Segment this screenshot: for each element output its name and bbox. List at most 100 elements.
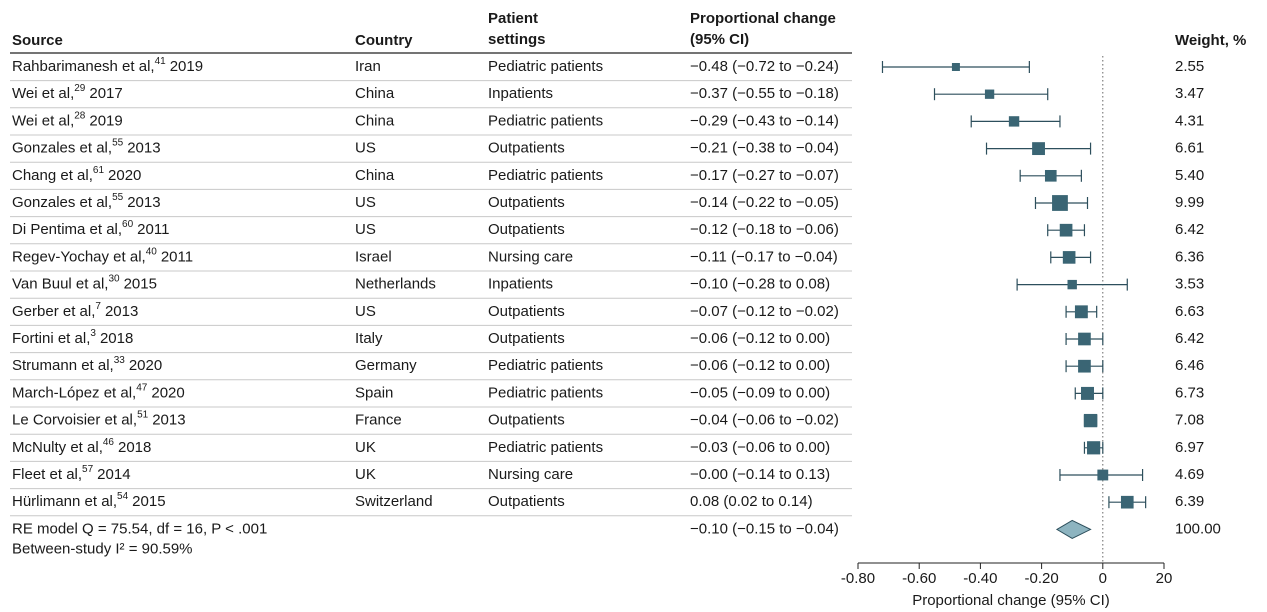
estimate-marker: [951, 63, 960, 71]
estimate-marker: [1052, 195, 1068, 211]
author: Di Pentima et al,: [12, 221, 122, 238]
weight-label: 6.46: [1175, 357, 1204, 374]
weight-label: 100.00: [1175, 520, 1221, 537]
year: 2013: [127, 194, 160, 211]
weight-label: 6.42: [1175, 221, 1204, 238]
estimate-marker: [1078, 359, 1091, 373]
source: Fleet et al,57 2014: [12, 464, 131, 483]
estimate-marker: [1087, 441, 1101, 455]
estimate-marker: [984, 89, 995, 99]
source: Chang et al,61 2020: [12, 165, 141, 184]
setting: Pediatric patients: [488, 439, 603, 456]
estimate-marker: [1078, 332, 1091, 346]
setting: Pediatric patients: [488, 384, 603, 401]
year: 2018: [100, 330, 133, 347]
reference: 7: [95, 301, 101, 312]
reference: 61: [93, 165, 105, 176]
weight-label: 3.47: [1175, 85, 1204, 102]
year: 2014: [97, 466, 130, 483]
setting: Inpatients: [488, 276, 553, 293]
country: Italy: [355, 330, 383, 347]
weight-label: 6.61: [1175, 140, 1204, 157]
source: Regev-Yochay et al,40 2011: [12, 247, 193, 266]
ci-label: −0.48 (−0.72 to −0.24): [690, 58, 839, 75]
setting: Outpatients: [488, 330, 565, 347]
author: Strumann et al,: [12, 357, 114, 374]
ci-label: −0.29 (−0.43 to −0.14): [690, 112, 839, 129]
reference: 60: [122, 219, 134, 230]
author: Gonzales et al,: [12, 140, 112, 157]
weight-label: 7.08: [1175, 412, 1204, 429]
x-tick-label: 20: [1156, 570, 1173, 587]
estimate-marker: [1067, 279, 1077, 290]
source: Rahbarimanesh et al,41 2019: [12, 56, 203, 75]
reference: 57: [82, 464, 94, 475]
x-axis-label: Proportional change (95% CI): [912, 592, 1110, 609]
year: 2015: [124, 276, 157, 293]
heterogeneity: Between-study I² = 90.59%: [12, 540, 193, 557]
country: Switzerland: [355, 493, 433, 510]
author: Chang et al,: [12, 167, 93, 184]
pooled-diamond: [1055, 519, 1092, 539]
column-header: Country: [355, 32, 413, 49]
author: Hürlimann et al,: [12, 493, 117, 510]
source: Strumann et al,33 2020: [12, 355, 162, 374]
estimate-marker: [1083, 413, 1098, 428]
country: China: [355, 167, 395, 184]
reference: 47: [136, 383, 148, 394]
author: McNulty et al,: [12, 439, 103, 456]
ci-label: −0.06 (−0.12 to 0.00): [690, 330, 830, 347]
ci-label: −0.05 (−0.09 to 0.00): [690, 384, 830, 401]
country: Netherlands: [355, 276, 436, 293]
year: 2020: [108, 167, 141, 184]
ci-label: −0.00 (−0.14 to 0.13): [690, 466, 830, 483]
author: Wei et al,: [12, 112, 74, 129]
source: Le Corvoisier et al,51 2013: [12, 410, 186, 429]
reference: 28: [74, 111, 86, 122]
estimate-marker: [1081, 386, 1094, 400]
year: 2013: [152, 412, 185, 429]
estimate-marker: [1059, 223, 1073, 237]
year: 2020: [129, 357, 162, 374]
reference: 46: [103, 437, 115, 448]
estimate-marker: [1074, 305, 1088, 319]
setting: Outpatients: [488, 493, 565, 510]
country: Spain: [355, 384, 393, 401]
column-header: Weight, %: [1175, 32, 1246, 49]
source: Van Buul et al,30 2015: [12, 274, 157, 293]
source: Di Pentima et al,60 2011: [12, 219, 169, 238]
estimate-marker: [1008, 116, 1020, 127]
source: Wei et al,28 2019: [12, 111, 123, 130]
ci-label: −0.37 (−0.55 to −0.18): [690, 85, 839, 102]
setting: Outpatients: [488, 221, 565, 238]
source: Gonzales et al,55 2013: [12, 138, 161, 157]
source: March-López et al,47 2020: [12, 383, 185, 402]
ci-label: −0.03 (−0.06 to 0.00): [690, 439, 830, 456]
estimate-marker: [1062, 251, 1076, 264]
setting: Outpatients: [488, 412, 565, 429]
country: Germany: [355, 357, 417, 374]
country: US: [355, 140, 376, 157]
ci-label: −0.10 (−0.15 to −0.04): [690, 520, 839, 537]
year: 2017: [89, 85, 122, 102]
ci-label: −0.10 (−0.28 to 0.08): [690, 276, 830, 293]
estimate-marker: [1097, 469, 1109, 481]
author: Regev-Yochay et al,: [12, 248, 146, 265]
reference: 55: [112, 192, 124, 203]
setting: Pediatric patients: [488, 58, 603, 75]
weight-label: 4.31: [1175, 112, 1204, 129]
setting: Pediatric patients: [488, 167, 603, 184]
column-header: (95% CI): [690, 31, 749, 48]
source: Fortini et al,3 2018: [12, 328, 133, 347]
author: Wei et al,: [12, 85, 74, 102]
column-header: Source: [12, 32, 63, 49]
country: France: [355, 412, 402, 429]
ci-label: −0.06 (−0.12 to 0.00): [690, 357, 830, 374]
reference: 29: [74, 83, 86, 94]
ci-label: −0.07 (−0.12 to −0.02): [690, 303, 839, 320]
weight-label: 6.39: [1175, 493, 1204, 510]
source: Gonzales et al,55 2013: [12, 192, 161, 211]
column-header: settings: [488, 31, 546, 48]
year: 2011: [137, 221, 169, 238]
reference: 51: [137, 410, 149, 421]
